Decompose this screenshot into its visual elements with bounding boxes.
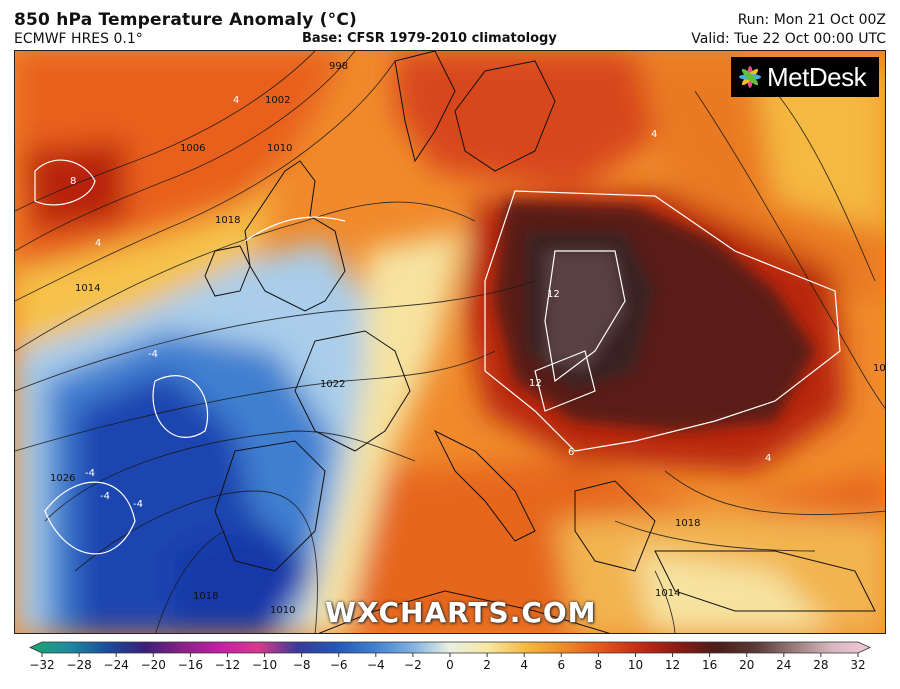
isobar-label: 1018 (215, 215, 240, 226)
isobar-label: 1014 (655, 588, 680, 599)
colorbar-tick-label: 6 (557, 658, 566, 672)
colorbar-tick-label: −16 (177, 658, 204, 672)
isobar-label: 1010 (267, 143, 292, 154)
colorbar-tick-label: −24 (103, 658, 129, 672)
colorbar-tick-label: 24 (776, 658, 792, 672)
extreme-core-shading (495, 201, 815, 431)
metdesk-star-icon (739, 66, 761, 88)
isobar-label: 1006 (180, 143, 205, 154)
colorbar-gradient (29, 641, 871, 654)
colorbar-tick-label: 28 (813, 658, 829, 672)
isobar-label: 998 (329, 61, 348, 72)
isobar-label: 1018 (193, 591, 218, 602)
colorbar-tick-label: 20 (739, 658, 755, 672)
colorbar-tick-label: −10 (251, 658, 278, 672)
isobar-label: 1022 (320, 379, 345, 390)
anomaly-label: 4 (233, 95, 239, 106)
wxcharts-watermark: WXCHARTS.COM (325, 596, 597, 629)
valid-time-label: Valid: Tue 22 Oct 00:00 UTC (691, 31, 886, 47)
colorbar-tick-label: −20 (140, 658, 166, 672)
isobar-label: 1018 (675, 518, 700, 529)
anomaly-label: 4 (95, 238, 101, 249)
metdesk-logo-text: MetDesk (767, 61, 867, 92)
isobar-label: 1026 (50, 473, 75, 484)
colorbar-tick-label: −12 (214, 658, 241, 672)
isobar-lines (15, 51, 885, 633)
italy-coast (433, 429, 536, 542)
colorbar-tick-label: −32 (29, 658, 55, 672)
anomaly-label: -4 (100, 491, 110, 502)
climatology-base-label: Base: CFSR 1979-2010 climatology (302, 31, 557, 46)
colorbar-tick-label: 2 (483, 658, 491, 672)
anomaly-label: -4 (85, 468, 95, 479)
colorbar-tick-label: −28 (66, 658, 92, 672)
norway-coast (394, 51, 456, 163)
colorbar-tick-label: −2 (404, 658, 422, 672)
isobar-labels: 998 1002 1006 1010 1014 1018 1022 1026 1… (50, 61, 886, 616)
colorbar-tick-label: −4 (366, 658, 385, 672)
france-coast (294, 330, 411, 452)
anomaly-labels: 8 4 4 12 12 -4 -4 -4 -4 4 4 6 (70, 95, 771, 510)
scandinavia-coast (454, 60, 556, 172)
anomaly-label: 12 (547, 289, 560, 300)
metdesk-logo: MetDesk (731, 57, 879, 97)
isobar-label: 1002 (265, 95, 290, 106)
north-africa-coast (318, 590, 611, 633)
anomaly-label: -4 (133, 499, 143, 510)
colorbar-tick-label: 12 (664, 658, 681, 672)
colorbar-tick-label: 16 (701, 658, 718, 672)
isobar-label: 1026 (873, 363, 886, 374)
anomaly-label: 12 (529, 378, 542, 389)
colorbar (29, 641, 871, 657)
balkans-coast (574, 480, 656, 572)
great-britain-coast (244, 160, 346, 312)
colorbar-tick-label: 32 (850, 658, 866, 672)
model-label: ECMWF HRES 0.1° (14, 31, 143, 47)
anomaly-label: 4 (651, 129, 657, 140)
colorbar-tick-label: 10 (627, 658, 644, 672)
coastlines (204, 51, 876, 633)
anomaly-contours (34, 159, 841, 555)
ireland-coast (204, 245, 251, 297)
chart-title: 850 hPa Temperature Anomaly (°C) (14, 10, 357, 30)
anomaly-label: 8 (70, 176, 76, 187)
anomaly-label: -4 (148, 349, 158, 360)
map-canvas: 998 1002 1006 1010 1014 1018 1022 1026 1… (15, 51, 886, 633)
anomaly-map[interactable]: 998 1002 1006 1010 1014 1018 1022 1026 1… (14, 50, 886, 634)
iberia-coast (214, 440, 326, 572)
colorbar-tick-label: 4 (520, 658, 528, 672)
colorbar-tick-label: −8 (292, 658, 311, 672)
anomaly-label: 6 (568, 447, 574, 458)
colorbar-tick-label: 0 (446, 658, 454, 672)
isobar-label: 1014 (75, 283, 100, 294)
colorbar-tick-label: −6 (329, 658, 348, 672)
isobar-label: 1010 (270, 605, 295, 616)
colorbar-tick-label: 8 (594, 658, 603, 672)
run-time-label: Run: Mon 21 Oct 00Z (737, 12, 886, 28)
turkey-coast (654, 550, 876, 612)
anomaly-label: 4 (765, 453, 771, 464)
